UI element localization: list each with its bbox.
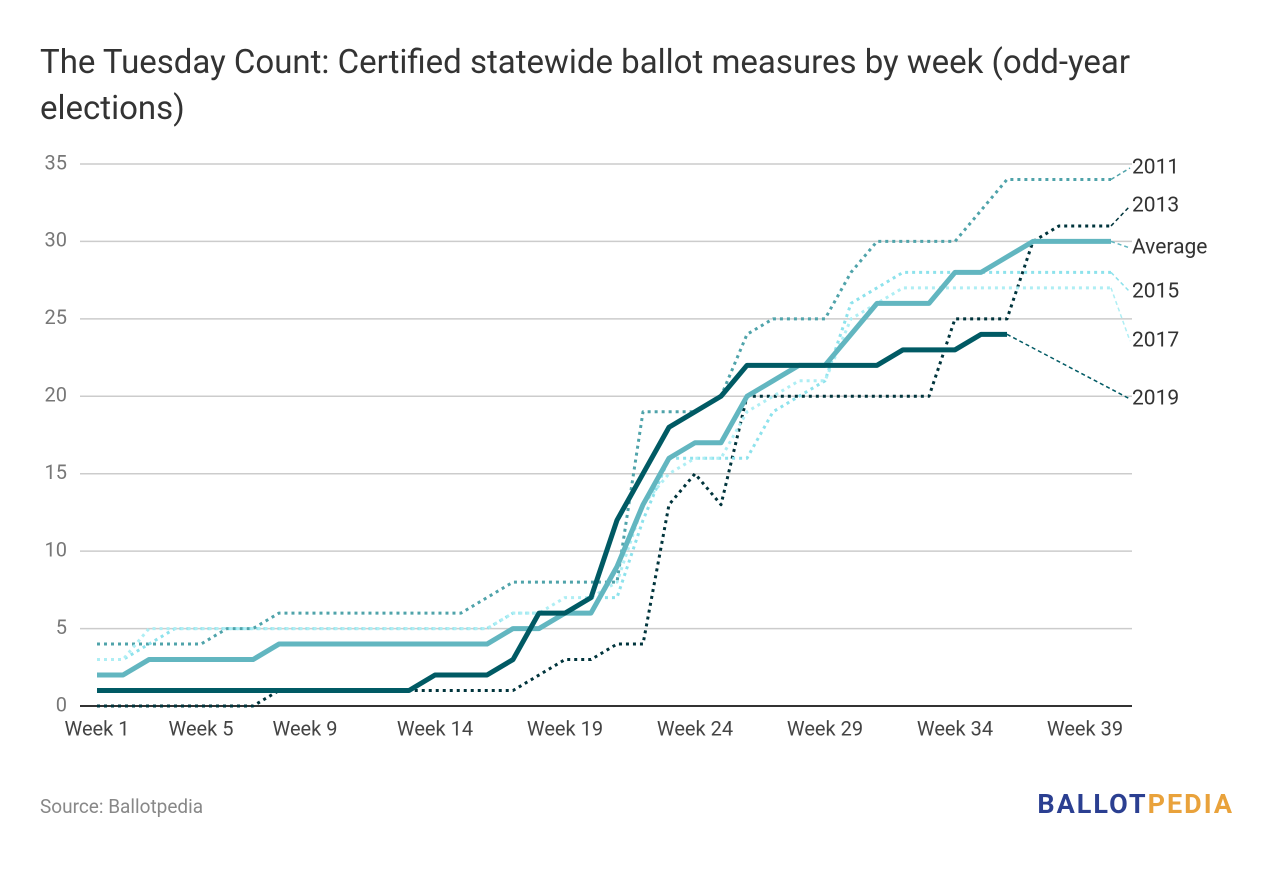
y-tick-label: 20 [45, 383, 67, 407]
source: Source: Ballotpedia [40, 795, 203, 818]
x-tick-label: Week 14 [397, 716, 473, 740]
y-tick-label: 5 [56, 615, 67, 639]
chart-title: The Tuesday Count: Certified statewide b… [40, 43, 1131, 128]
y-tick-label: 30 [45, 228, 67, 252]
series-line [97, 331, 1007, 694]
y-tick-label: 35 [45, 150, 67, 174]
label-connector [1110, 271, 1131, 293]
x-tick-label: Week 9 [273, 716, 338, 740]
x-tick-label: Week 29 [787, 716, 863, 740]
label-connector [1110, 287, 1131, 342]
series-line [97, 270, 1111, 662]
x-tick-label: Week 1 [65, 716, 130, 740]
series-label: 2013 [1132, 194, 1179, 218]
y-tick-label: 15 [45, 460, 67, 484]
series-label: Average [1132, 236, 1207, 260]
series-label: 2017 [1132, 329, 1179, 353]
y-tick-label: 10 [45, 537, 67, 561]
x-tick-label: Week 5 [169, 716, 234, 740]
label-connector [1110, 167, 1131, 181]
x-tick-label: Week 19 [527, 716, 603, 740]
y-tick-label: 25 [45, 305, 67, 329]
series-label: 2019 [1132, 387, 1179, 411]
series-line [97, 224, 1111, 708]
y-tick-label: 0 [56, 692, 67, 716]
series-label: 2015 [1132, 280, 1179, 304]
label-connector [1110, 240, 1131, 249]
x-tick-label: Week 34 [917, 716, 993, 740]
label-connector [1006, 333, 1131, 400]
logo: BALLOTPEDIA [1037, 788, 1234, 820]
logo-part: PEDIA [1148, 788, 1234, 820]
label-connector [1110, 205, 1131, 227]
series-label: 2011 [1132, 156, 1179, 180]
x-tick-label: Week 39 [1047, 716, 1123, 740]
series-line [97, 238, 1111, 678]
logo-part: BALLOT [1037, 788, 1147, 820]
series-line [97, 177, 1111, 646]
x-tick-label: Week 24 [657, 716, 733, 740]
